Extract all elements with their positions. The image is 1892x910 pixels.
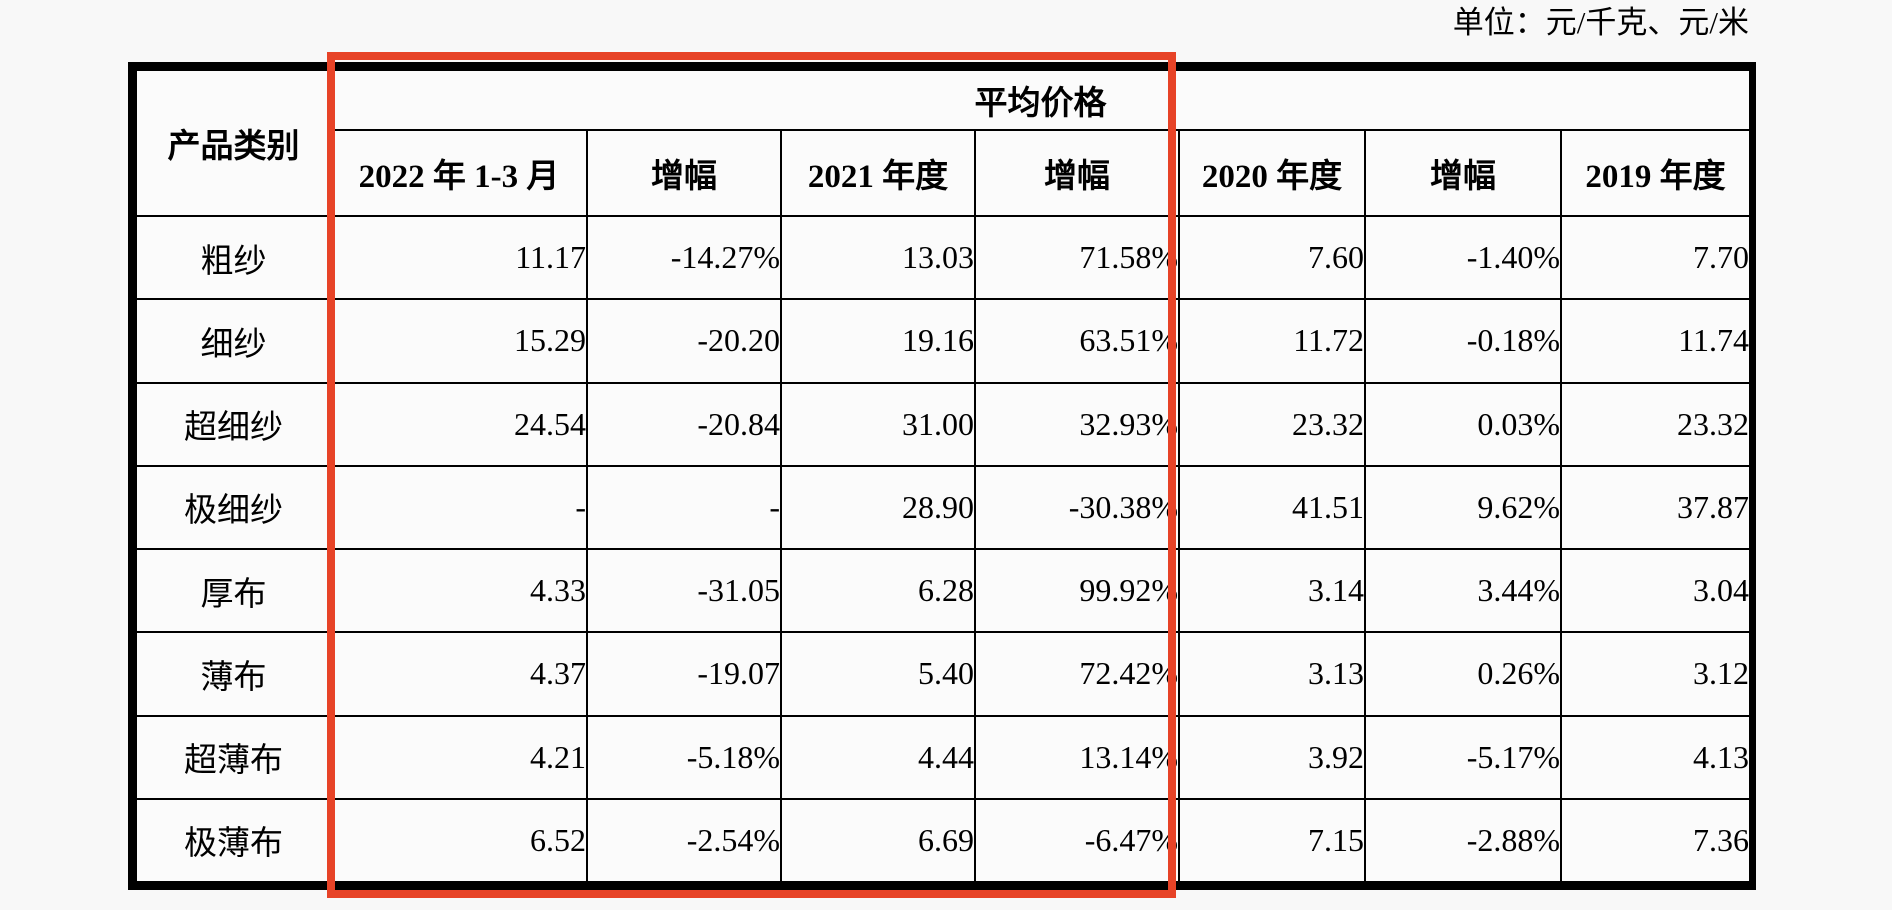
value-cell: 63.51% — [974, 298, 1180, 384]
value-cell: 0.03% — [1364, 381, 1562, 467]
value-cell: 7.70 — [1559, 214, 1752, 301]
value-cell: 28.90 — [780, 464, 976, 551]
average-price-table: 产品类别 平均价格 2022 年 1-3 月 增幅 2021 年度 增幅 202… — [135, 69, 1752, 884]
value-cell: - — [586, 464, 782, 551]
value-cell: 6.69 — [780, 797, 976, 884]
value-cell: 41.51 — [1178, 464, 1366, 551]
column-header-growth-3: 增幅 — [1364, 129, 1562, 217]
column-header-2021: 2021 年度 — [780, 129, 976, 217]
value-cell: -5.17% — [1364, 714, 1562, 800]
table-row: 超细纱 24.54 -20.84 31.00 32.93% 23.32 0.03% 23.32 — [135, 381, 1752, 467]
value-cell: 3.13 — [1178, 631, 1366, 717]
value-cell: -30.38% — [974, 464, 1180, 551]
value-cell: -2.54% — [586, 797, 782, 884]
column-header-2019: 2019 年度 — [1559, 129, 1752, 217]
value-cell: 4.44 — [780, 714, 976, 800]
value-cell: -19.07 — [586, 631, 782, 717]
product-category-cell: 超薄布 — [135, 714, 332, 800]
value-cell: 13.03 — [780, 214, 976, 301]
value-cell: -20.84 — [586, 381, 782, 467]
value-cell: -14.27% — [586, 214, 782, 301]
table-row: 粗纱 11.17 -14.27% 13.03 71.58% 7.60 -1.40% 7.70 — [135, 214, 1752, 301]
value-cell: 4.37 — [330, 631, 588, 717]
value-cell: - — [330, 464, 588, 551]
value-cell: 7.15 — [1178, 797, 1366, 884]
table-row: 极细纱 - -28.90 -30.38% 41.51 9.62% 37.87 — [135, 464, 1752, 551]
product-category-cell: 极薄布 — [135, 797, 332, 884]
value-cell: 19.16 — [780, 298, 976, 384]
value-cell: -0.18% — [1364, 298, 1562, 384]
value-cell: 4.13 — [1559, 714, 1752, 800]
value-cell: 11.17 — [330, 214, 588, 301]
value-cell: 71.58% — [974, 214, 1180, 301]
product-category-cell: 细纱 — [135, 298, 332, 384]
value-cell: 37.87 — [1559, 464, 1752, 551]
product-category-cell: 厚布 — [135, 547, 332, 634]
value-cell: 72.42% — [974, 631, 1180, 717]
value-cell: 6.28 — [780, 547, 976, 634]
column-header-row: 2022 年 1-3 月 增幅 2021 年度 增幅 2020 年度 增幅 20… — [136, 129, 1752, 217]
corner-header-cell: 产品类别 — [135, 69, 332, 217]
value-cell: 23.32 — [1559, 381, 1752, 467]
column-header-2020: 2020 年度 — [1178, 129, 1366, 217]
value-cell: -5.18% — [586, 714, 782, 800]
value-cell: 15.29 — [330, 298, 588, 384]
value-cell: -20.20 — [586, 298, 782, 384]
column-header-growth-1: 增幅 — [586, 129, 782, 217]
table-body: 粗纱 11.17 -14.27% 13.03 71.58% 7.60 -1.40% 7.70 细… — [135, 214, 1752, 884]
value-cell: 5.40 — [780, 631, 976, 717]
group-header-row: 产品类别 平均价格 — [135, 69, 1752, 217]
value-cell: 11.72 — [1178, 298, 1366, 384]
value-cell: 9.62% — [1364, 464, 1562, 551]
value-cell: 32.93% — [974, 381, 1180, 467]
value-cell: 11.74 — [1559, 298, 1752, 384]
value-cell: 24.54 — [330, 381, 588, 467]
group-header-cell: 平均价格 — [329, 69, 1752, 131]
product-category-cell: 超细纱 — [135, 381, 332, 467]
value-cell: 4.21 — [330, 714, 588, 800]
table-row: 薄布 4.37 -19.07 5.40 72.42% 3.13 0.26% 3.12 — [135, 631, 1752, 717]
product-category-cell: 粗纱 — [135, 214, 332, 301]
value-cell: 31.00 — [780, 381, 976, 467]
column-header-growth-2: 增幅 — [974, 129, 1180, 217]
value-cell: -6.47% — [974, 797, 1180, 884]
value-cell: 23.32 — [1178, 381, 1366, 467]
column-header-2022q1: 2022 年 1-3 月 — [330, 129, 588, 217]
value-cell: 3.04 — [1559, 547, 1752, 634]
value-cell: 7.60 — [1178, 214, 1366, 301]
value-cell: 13.14% — [974, 714, 1180, 800]
value-cell: 7.36 — [1559, 797, 1752, 884]
product-category-cell: 薄布 — [135, 631, 332, 717]
value-cell: 3.14 — [1178, 547, 1366, 634]
price-table-container: 产品类别 平均价格 2022 年 1-3 月 增幅 2021 年度 增幅 202… — [128, 62, 1756, 890]
value-cell: 6.52 — [330, 797, 588, 884]
table-row: 超薄布 4.21 -5.18% 4.44 13.14% 3.92 -5.17% 4.13 — [135, 714, 1752, 800]
table-row: 厚布 4.33 -31.05 6.28 99.92% 3.14 3.44% 3.04 — [135, 547, 1752, 634]
value-cell: -2.88% — [1364, 797, 1562, 884]
value-cell: -31.05 — [586, 547, 782, 634]
value-cell: 99.92% — [974, 547, 1180, 634]
value-cell: 3.44% — [1364, 547, 1562, 634]
value-cell: 0.26% — [1364, 631, 1562, 717]
unit-label: 单位：元/千克、元/米 — [1452, 5, 1749, 40]
value-cell: 4.33 — [330, 547, 588, 634]
table-row: 细纱 15.29 -20.20 19.16 63.51% 11.72 -0.18% 11.74 — [135, 298, 1752, 384]
value-cell: 3.92 — [1178, 714, 1366, 800]
value-cell: -1.40% — [1364, 214, 1562, 301]
table-row: 极薄布 6.52 -2.54% 6.69 -6.47% 7.15 -2.88% 7.36 — [135, 797, 1752, 884]
value-cell: 3.12 — [1559, 631, 1752, 717]
product-category-cell: 极细纱 — [135, 464, 332, 551]
